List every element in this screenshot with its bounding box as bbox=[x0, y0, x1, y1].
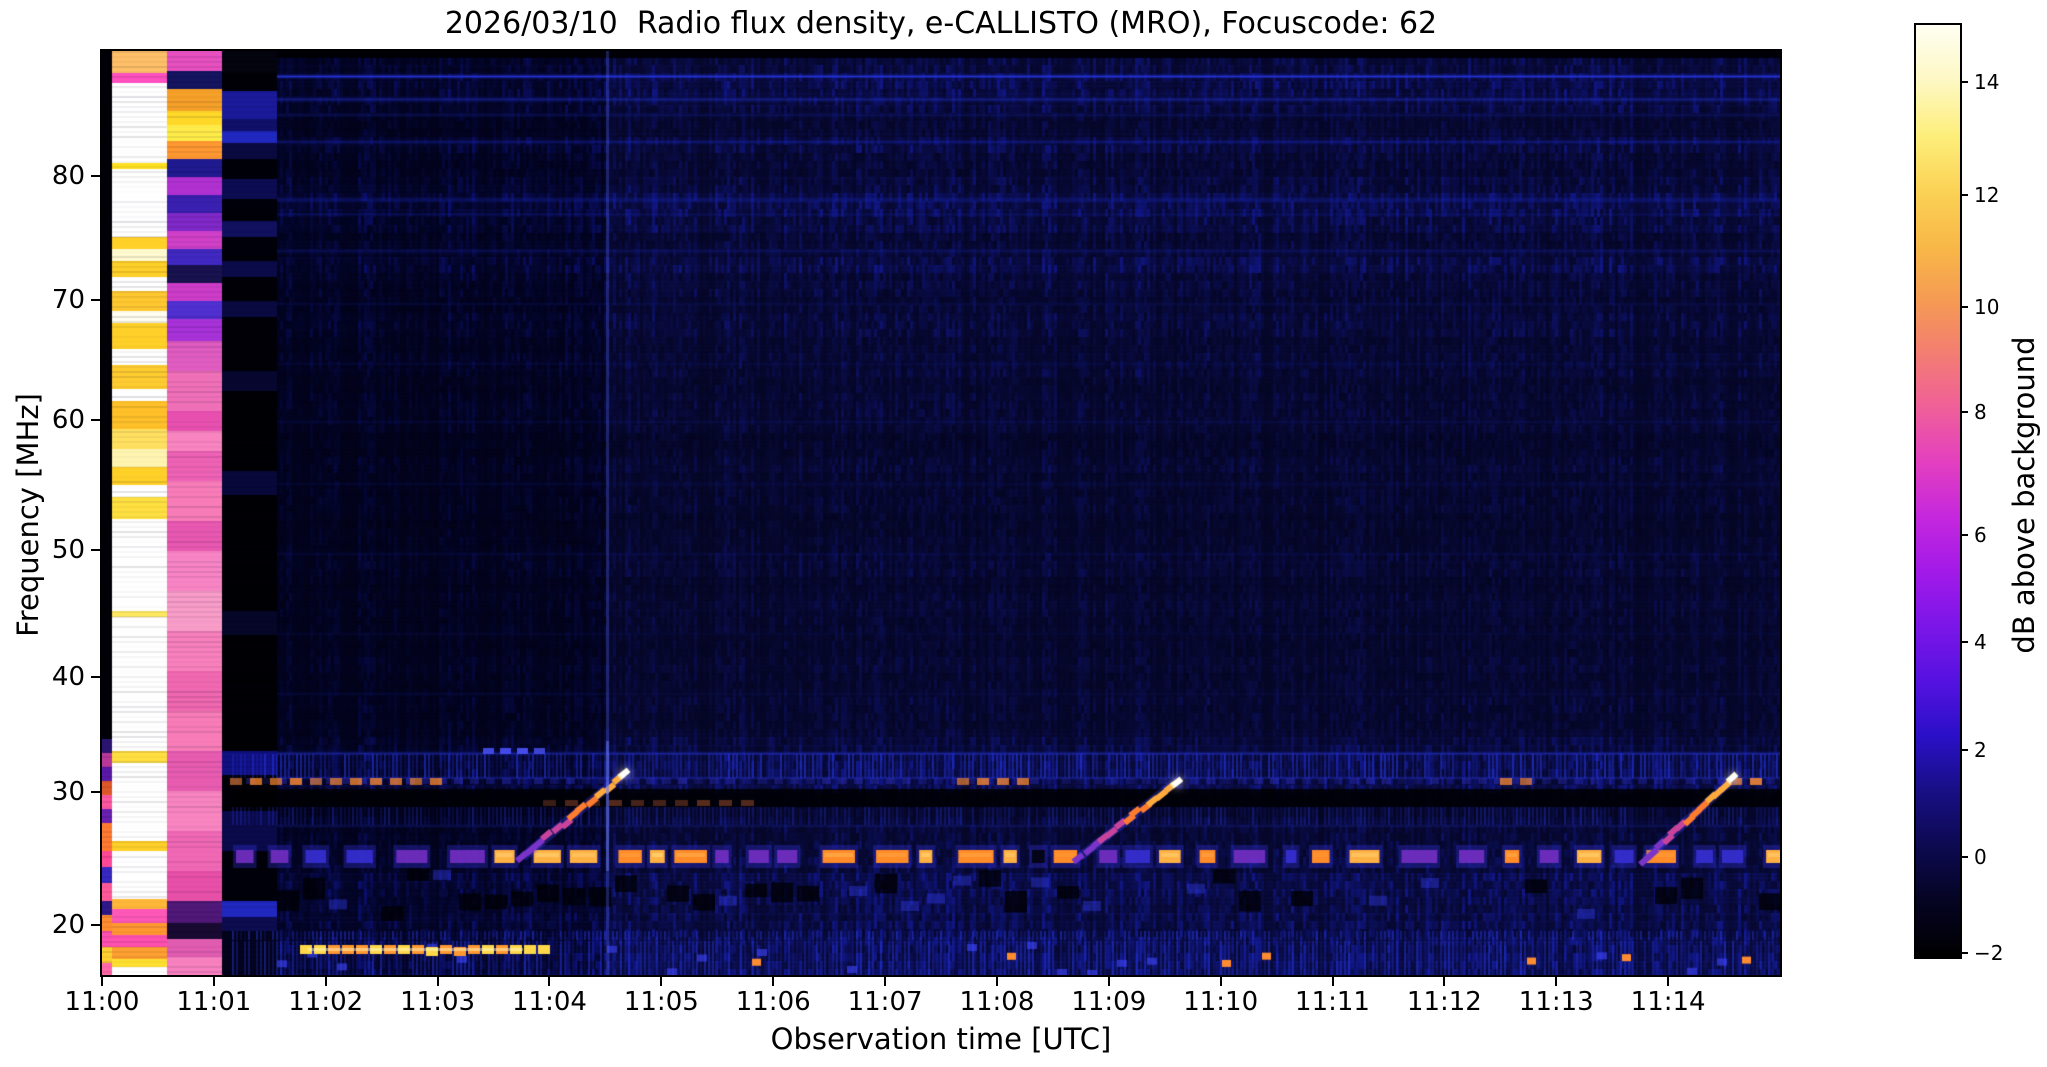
y-tick-mark bbox=[91, 676, 102, 678]
y-tick-label: 20 bbox=[51, 910, 85, 940]
x-axis-label: Observation time [UTC] bbox=[770, 1022, 1112, 1056]
x-tick-mark bbox=[548, 975, 551, 986]
y-tick-mark bbox=[91, 299, 102, 302]
colorbar-tick-label: −2 bbox=[1974, 940, 2004, 965]
x-tick-label: 11:09 bbox=[1071, 987, 1147, 1017]
y-tick-label: 40 bbox=[51, 662, 85, 692]
y-tick-mark bbox=[91, 924, 102, 926]
colorbar-tick-mark bbox=[1960, 951, 1968, 954]
x-tick-label: 11:13 bbox=[1518, 987, 1594, 1017]
colorbar-tick-label: 2 bbox=[1974, 738, 1987, 762]
x-tick-mark bbox=[212, 975, 215, 986]
y-tick-mark bbox=[91, 791, 102, 794]
colorbar-tick-label: 10 bbox=[1974, 295, 2000, 320]
colorbar-tick-label: 6 bbox=[1974, 522, 1987, 547]
colorbar-tick-mark bbox=[1960, 81, 1968, 84]
x-tick-mark bbox=[1107, 975, 1110, 986]
colorbar-tick-mark bbox=[1960, 855, 1968, 858]
x-tick-mark bbox=[1219, 975, 1222, 986]
x-tick-mark bbox=[772, 975, 775, 986]
x-tick-label: 11:00 bbox=[64, 987, 140, 1017]
x-tick-label: 11:07 bbox=[847, 987, 923, 1017]
x-tick-label: 11:06 bbox=[735, 987, 811, 1017]
x-tick-label: 11:05 bbox=[623, 987, 699, 1017]
x-tick-label: 11:12 bbox=[1406, 987, 1482, 1017]
x-tick-mark bbox=[1331, 975, 1334, 986]
colorbar-tick-mark bbox=[1960, 640, 1968, 643]
y-tick-mark bbox=[91, 418, 102, 421]
colorbar-tick-mark bbox=[1960, 533, 1968, 536]
colorbar bbox=[1914, 23, 1962, 959]
x-tick-label: 11:01 bbox=[176, 987, 252, 1017]
colorbar-tick-label: 8 bbox=[1974, 399, 1987, 424]
x-tick-mark bbox=[101, 975, 103, 986]
x-tick-mark bbox=[1667, 975, 1670, 986]
x-tick-label: 11:11 bbox=[1295, 987, 1370, 1017]
y-tick-mark bbox=[91, 548, 102, 551]
colorbar-tick-mark bbox=[1960, 410, 1968, 413]
y-tick-label: 60 bbox=[51, 404, 85, 435]
colorbar-tick-label: 4 bbox=[1974, 629, 1987, 654]
colorbar-tick-label: 14 bbox=[1974, 70, 2000, 95]
x-tick-label: 11:03 bbox=[400, 987, 476, 1017]
colorbar-tick-label: 12 bbox=[1974, 182, 2000, 207]
x-tick-label: 11:14 bbox=[1630, 987, 1706, 1017]
colorbar-tick-label: 0 bbox=[1974, 844, 1987, 869]
y-tick-label: 70 bbox=[51, 285, 85, 316]
y-axis-label: Frequency [MHz] bbox=[11, 393, 45, 637]
x-tick-mark bbox=[436, 975, 439, 986]
chart-title: 2026/03/10 Radio flux density, e-CALLIST… bbox=[444, 6, 1438, 41]
x-tick-mark bbox=[324, 975, 327, 986]
y-tick-label: 80 bbox=[51, 161, 85, 192]
x-tick-label: 11:04 bbox=[512, 987, 587, 1017]
x-tick-label: 11:02 bbox=[288, 987, 364, 1017]
colorbar-tick-mark bbox=[1960, 749, 1968, 751]
y-tick-label: 50 bbox=[51, 534, 85, 565]
x-tick-mark bbox=[884, 975, 887, 986]
x-tick-label: 11:08 bbox=[959, 987, 1035, 1017]
x-tick-mark bbox=[1555, 975, 1558, 986]
colorbar-tick-mark bbox=[1960, 193, 1968, 196]
colorbar-tick-mark bbox=[1960, 306, 1968, 309]
y-tick-label: 30 bbox=[51, 777, 85, 808]
x-tick-label: 11:10 bbox=[1183, 987, 1259, 1017]
y-tick-mark bbox=[91, 175, 102, 178]
x-tick-mark bbox=[660, 975, 663, 986]
x-tick-mark bbox=[995, 975, 998, 986]
x-tick-mark bbox=[1443, 975, 1446, 986]
spectrogram-heatmap bbox=[102, 51, 1780, 975]
plot-area bbox=[100, 49, 1782, 977]
colorbar-label: dB above background bbox=[2007, 336, 2041, 654]
